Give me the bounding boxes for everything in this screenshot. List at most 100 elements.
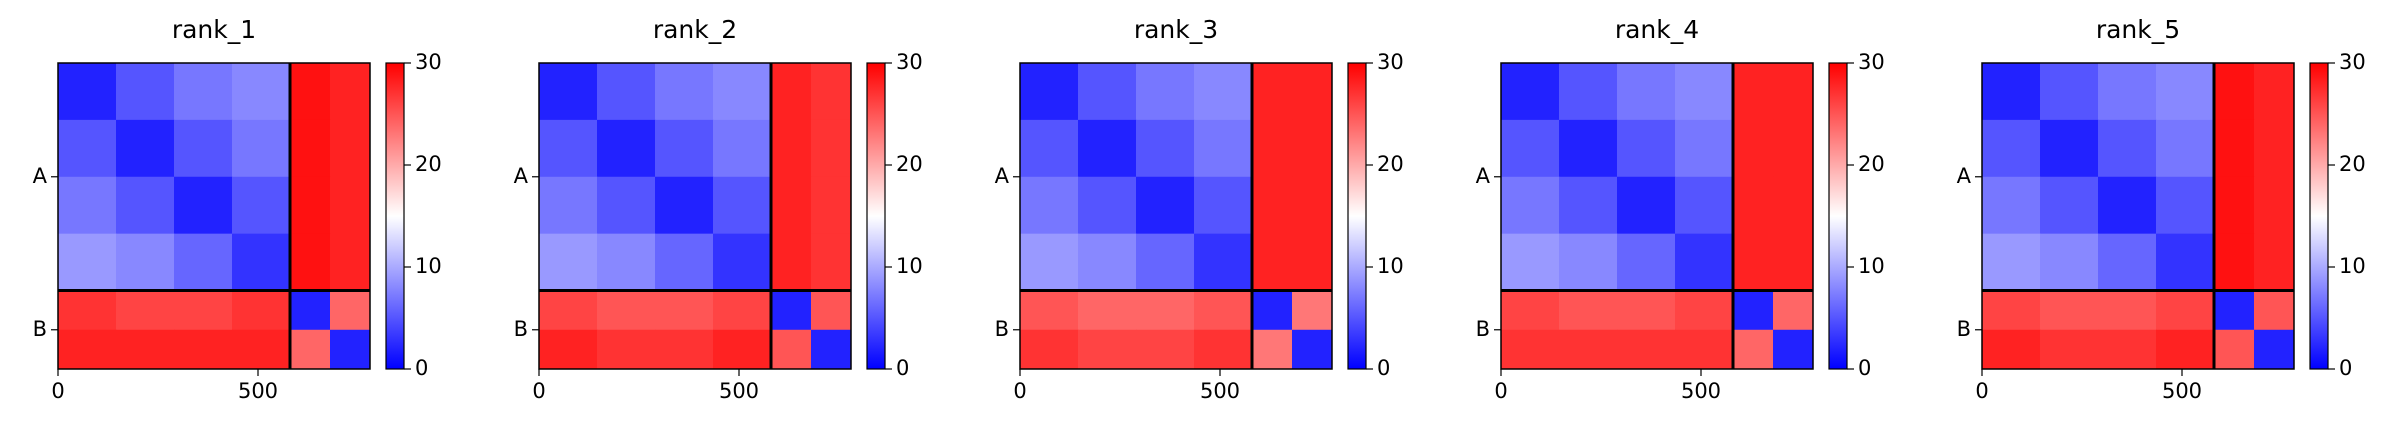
- heatmap-cell: [539, 176, 598, 235]
- heatmap-cell: [116, 63, 175, 121]
- heatmap-cell: [1292, 176, 1333, 235]
- colorbar-tick-label: 10: [2339, 254, 2366, 278]
- heatmap-cell: [655, 119, 714, 178]
- heatmap-cell: [539, 119, 598, 178]
- x-tick-label: 500: [238, 379, 278, 403]
- y-tick-label: B: [1476, 317, 1490, 341]
- plot-frame: [1500, 62, 1814, 370]
- heatmap-cell: [811, 233, 852, 292]
- heatmap-cell: [1982, 233, 2041, 292]
- heatmap-cell: [330, 290, 371, 331]
- heatmap-cell: [713, 290, 772, 331]
- heatmap-cell: [174, 119, 233, 178]
- heatmap-cell: [2040, 176, 2099, 235]
- heatmap-cell: [330, 329, 371, 370]
- heatmap-cell: [1617, 290, 1676, 331]
- heatmap-cell: [597, 233, 656, 292]
- colorbar-tick-label: 30: [1858, 50, 1885, 74]
- colorbar-tick-label: 30: [896, 50, 923, 74]
- panel-title: rank_3: [1134, 15, 1218, 44]
- heatmap-cell: [1194, 233, 1253, 292]
- heatmap-cell: [1982, 290, 2041, 331]
- colorbar-tick-label: 20: [1377, 152, 1404, 176]
- heatmap-cell: [811, 329, 852, 370]
- heatmap-cell: [597, 329, 656, 370]
- heatmap-cell: [1501, 176, 1560, 235]
- heatmap-cell: [597, 119, 656, 178]
- heatmap-cell: [2214, 119, 2255, 178]
- heatmap-cell: [1617, 119, 1676, 178]
- colorbar-tick-label: 0: [1858, 356, 1871, 380]
- panel: rank_3 0 500 A B 0 10 20 30: [995, 15, 1404, 403]
- heatmap-cell: [1982, 176, 2041, 235]
- x-tick-label: 500: [1681, 379, 1721, 403]
- heatmap-cell: [811, 176, 852, 235]
- heatmap-cell: [1020, 176, 1079, 235]
- heatmap-cell: [713, 63, 772, 121]
- heatmap-cell: [1675, 329, 1734, 370]
- heatmap-cell: [1675, 63, 1734, 121]
- heatmap-cell: [2040, 290, 2099, 331]
- y-tick-label: A: [514, 164, 529, 188]
- heatmap-cell: [539, 233, 598, 292]
- heatmap-cell: [2098, 176, 2157, 235]
- heatmap-cell: [174, 233, 233, 292]
- colorbar: [1347, 62, 1367, 370]
- heatmap-cell: [2214, 176, 2255, 235]
- heatmap-cell: [2156, 176, 2215, 235]
- heatmap-cell: [1559, 176, 1618, 235]
- heatmap-cell: [2098, 63, 2157, 121]
- heatmap-cell: [1292, 329, 1333, 370]
- y-tick-label: A: [995, 164, 1010, 188]
- heatmap-cell: [2254, 63, 2295, 121]
- heatmap-cell: [771, 119, 812, 178]
- heatmap-cell: [2040, 329, 2099, 370]
- colorbar-tick-label: 20: [415, 152, 442, 176]
- heatmap-cell: [2156, 290, 2215, 331]
- y-tick-label: B: [995, 317, 1009, 341]
- heatmap-cell: [2214, 233, 2255, 292]
- y-tick-label: A: [1957, 164, 1972, 188]
- heatmap-cell: [1617, 176, 1676, 235]
- heatmap-cell: [1773, 290, 1814, 331]
- heatmap-cell: [232, 63, 291, 121]
- heatmap-cell: [232, 290, 291, 331]
- heatmap-cell: [330, 119, 371, 178]
- heatmap-cell: [1136, 290, 1195, 331]
- heatmap-cell: [539, 329, 598, 370]
- heatmap-cell: [1136, 119, 1195, 178]
- colorbar: [385, 62, 405, 370]
- heatmap-cell: [1078, 63, 1137, 121]
- heatmap-cell: [771, 63, 812, 121]
- heatmap-cell: [1136, 329, 1195, 370]
- heatmap-cell: [1252, 176, 1293, 235]
- heatmap-cell: [290, 176, 331, 235]
- heatmap-cell: [1675, 119, 1734, 178]
- heatmap-cell: [1982, 329, 2041, 370]
- colorbar-tick-label: 20: [2339, 152, 2366, 176]
- heatmap-cell: [1773, 176, 1814, 235]
- heatmap-cell: [58, 119, 117, 178]
- heatmap-cell: [811, 63, 852, 121]
- heatmap-cell: [1078, 329, 1137, 370]
- heatmap-cell: [1733, 119, 1774, 178]
- y-tick-label: B: [1957, 317, 1971, 341]
- heatmap-cell: [1194, 176, 1253, 235]
- heatmap-cell: [1252, 119, 1293, 178]
- heatmap-cell: [1136, 63, 1195, 121]
- panel: rank_2 0 500 A B 0 10 20 30: [514, 15, 923, 403]
- heatmap-cell: [1020, 329, 1079, 370]
- y-tick-label: A: [33, 164, 48, 188]
- heatmap-cell: [2214, 329, 2255, 370]
- heatmap-cell: [1773, 119, 1814, 178]
- plot-frame: [1981, 62, 2295, 370]
- heatmap-cell: [597, 63, 656, 121]
- heatmap-cell: [1136, 233, 1195, 292]
- heatmap-cell: [771, 176, 812, 235]
- heatmap-cell: [174, 329, 233, 370]
- colorbar: [2309, 62, 2329, 370]
- colorbar-tick-label: 10: [415, 254, 442, 278]
- heatmap-cell: [713, 233, 772, 292]
- heatmap-cell: [1194, 63, 1253, 121]
- heatmap-cell: [1501, 290, 1560, 331]
